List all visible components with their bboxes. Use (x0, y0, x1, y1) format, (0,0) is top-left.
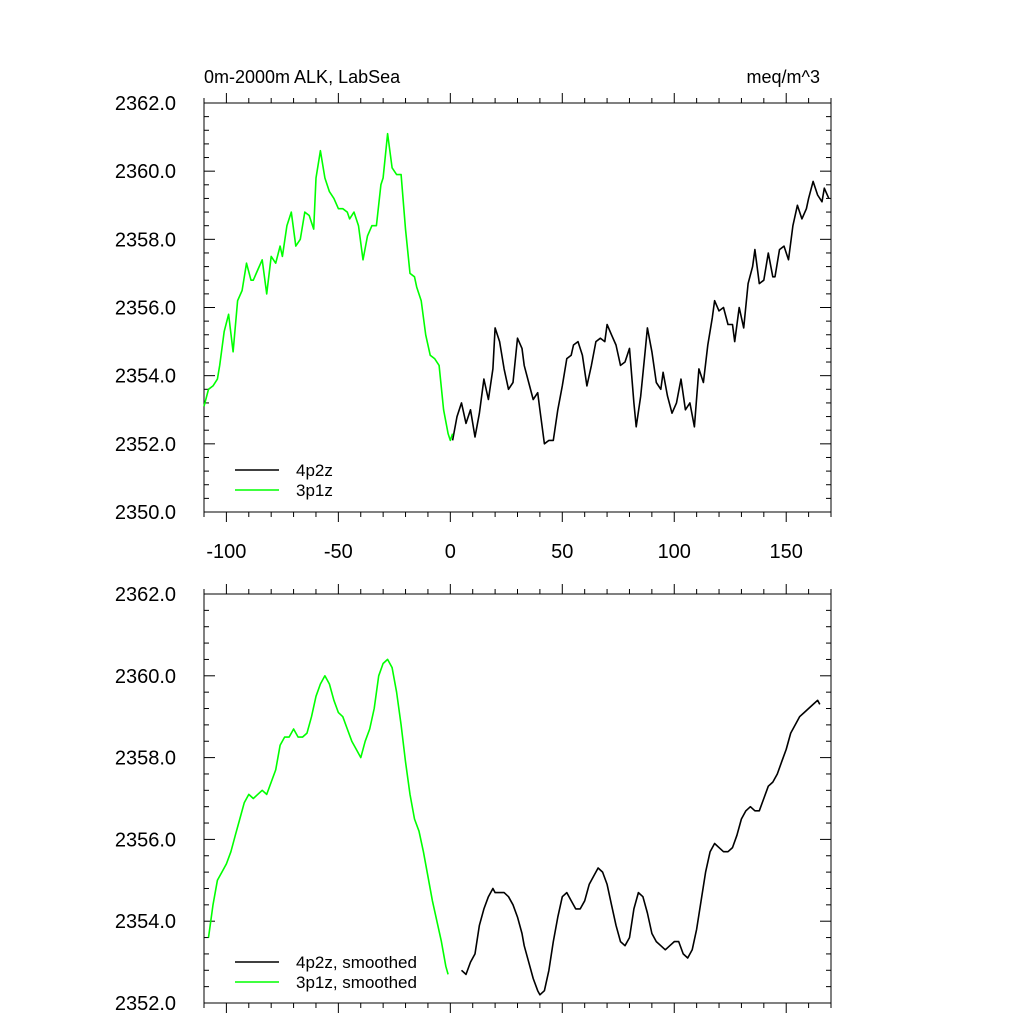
bottom-legend-label-0: 4p2z, smoothed (296, 953, 417, 972)
bottom-panel: 2352.0 2354.0 2356.0 2358.0 2360.0 2362.0 4p2z… (115, 584, 832, 1015)
top-series-line-0 (451, 180, 830, 445)
top-x-tick-label: -100 (206, 541, 246, 563)
top-y-tick-label: 2350.0 (115, 502, 176, 524)
top-y-tick-label: 2352.0 (115, 434, 176, 456)
bottom-series-line-1 (207, 658, 449, 975)
top-x-tick-label: 50 (551, 541, 573, 563)
top-x-tick-label: 150 (770, 541, 803, 563)
bottom-series-line-0 (460, 699, 821, 996)
chart-units: meq/m^3 (747, 67, 820, 87)
top-y-tick-label: 2354.0 (115, 366, 176, 388)
chart-title: 0m-2000m ALK, LabSea (204, 67, 401, 87)
top-series-line-1 (203, 132, 454, 442)
top-plot-frame (203, 102, 832, 513)
top-y-tick-label: 2356.0 (115, 298, 176, 320)
bottom-y-tick-label: 2352.0 (115, 993, 176, 1015)
bottom-y-tick-label: 2356.0 (115, 829, 176, 851)
top-y-tick-label: 2358.0 (115, 229, 176, 251)
top-x-tick-label: -50 (324, 541, 353, 563)
bottom-y-tick-label: 2354.0 (115, 911, 176, 933)
top-y-tick-label: 2362.0 (115, 93, 176, 115)
top-panel: -100 -50 0 50 100 150 2350.0 2352.0 2354.0 2356.0… (115, 93, 832, 563)
bottom-y-tick-label: 2360.0 (115, 666, 176, 688)
bottom-y-tick-label: 2358.0 (115, 748, 176, 770)
top-x-tick-label: 0 (445, 541, 456, 563)
bottom-plot-frame (203, 593, 832, 1004)
top-y-tick-label: 2360.0 (115, 161, 176, 183)
top-legend-label-1: 3p1z (296, 481, 333, 500)
bottom-legend-label-1: 3p1z, smoothed (296, 973, 417, 992)
bottom-y-tick-label: 2362.0 (115, 584, 176, 606)
top-legend-label-0: 4p2z (296, 461, 333, 480)
top-x-tick-label: 100 (658, 541, 691, 563)
